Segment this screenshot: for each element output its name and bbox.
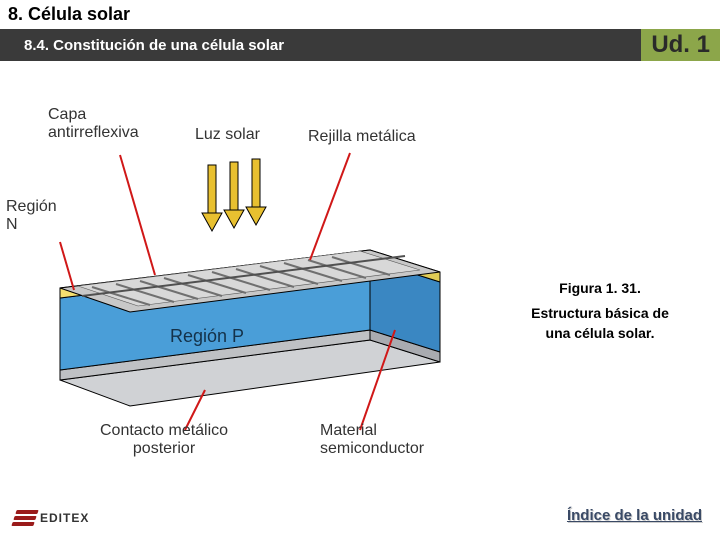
caption-title: Figura 1. 31. — [500, 280, 700, 296]
label-grid: Rejilla metálica — [308, 128, 416, 146]
sun-arrows — [202, 159, 266, 231]
label-back-contact: Contacto metálico posterior — [100, 422, 228, 458]
publisher-logo: EDITEX — [14, 510, 89, 526]
caption-line1: Estructura básica de — [500, 304, 700, 324]
index-link[interactable]: Índice de la unidad — [567, 507, 702, 524]
logo-icon — [14, 510, 36, 526]
figure-caption: Figura 1. 31. Estructura básica de una c… — [500, 280, 700, 343]
caption-line2: una célula solar. — [500, 324, 700, 344]
main-title: 8. Célula solar — [0, 0, 720, 29]
label-antireflective: Capa antirreflexiva — [48, 106, 139, 142]
label-region-n: Región N — [6, 198, 57, 234]
region-p-facelabel: Región P — [170, 326, 244, 346]
solar-cell-diagram: Región P C — [0, 70, 500, 470]
unit-badge: Ud. 1 — [641, 29, 720, 61]
label-semiconductor: Material semiconductor — [320, 422, 424, 458]
label-sunlight: Luz solar — [195, 126, 260, 144]
subtitle: 8.4. Constitución de una célula solar — [24, 37, 284, 54]
title-bar: 8.4. Constitución de una célula solar Ud… — [0, 29, 720, 61]
header: 8. Célula solar 8.4. Constitución de una… — [0, 0, 720, 61]
logo-text: EDITEX — [40, 511, 89, 525]
